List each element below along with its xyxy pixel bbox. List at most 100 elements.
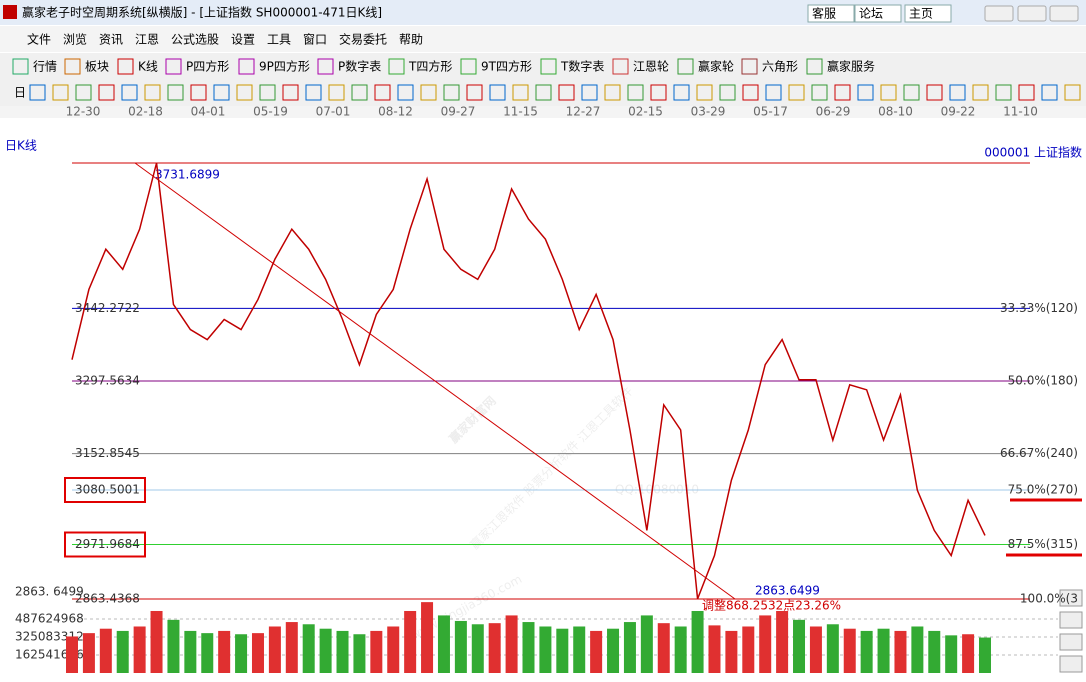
tool-icon[interactable]	[213, 84, 230, 101]
tool-icon[interactable]	[52, 84, 69, 101]
tool-icon[interactable]	[880, 84, 897, 101]
tool-icon[interactable]	[811, 84, 828, 101]
window-control[interactable]	[1049, 5, 1079, 22]
tool-icon[interactable]	[765, 84, 782, 101]
tool-icon[interactable]	[420, 84, 437, 101]
tool-icon[interactable]	[144, 84, 161, 101]
toolbar-item[interactable]: 9T四方形	[481, 59, 532, 74]
tool-icon[interactable]	[903, 84, 920, 101]
tool-icon[interactable]	[29, 84, 46, 101]
tool-icon[interactable]	[949, 84, 966, 101]
tool-icon[interactable]	[489, 84, 506, 101]
tool-icon[interactable]	[397, 84, 414, 101]
tool-icon[interactable]	[581, 84, 598, 101]
tool-icon[interactable]	[995, 84, 1012, 101]
scroll-button[interactable]	[1059, 611, 1083, 629]
toolbar-icon[interactable]	[12, 58, 29, 75]
menu-item[interactable]: 交易委托	[339, 32, 387, 47]
window-control[interactable]	[984, 5, 1014, 22]
tool-icon[interactable]	[604, 84, 621, 101]
menu-item[interactable]: 公式选股	[171, 33, 219, 47]
tool-icon[interactable]	[857, 84, 874, 101]
tool-icon[interactable]	[75, 84, 92, 101]
tool-icon[interactable]	[466, 84, 483, 101]
tool-icon[interactable]	[512, 84, 529, 101]
level-percent: 75.0%(270)	[1008, 483, 1078, 497]
tool-icon[interactable]	[696, 84, 713, 101]
window-button[interactable]	[854, 4, 902, 23]
toolbar-item[interactable]: 行情	[33, 60, 57, 74]
toolbar-icon[interactable]	[612, 58, 629, 75]
toolbar-icon[interactable]	[238, 58, 255, 75]
menu-item[interactable]: 浏览	[63, 32, 87, 47]
tool-icon[interactable]	[972, 84, 989, 101]
window-control[interactable]	[1017, 5, 1047, 22]
toolbar-icon[interactable]	[388, 58, 405, 75]
toolbar-item[interactable]: T数字表	[560, 59, 604, 74]
tool-icon[interactable]	[788, 84, 805, 101]
tool-icon[interactable]	[236, 84, 253, 101]
tool-icon[interactable]	[121, 84, 138, 101]
tool-icon[interactable]	[926, 84, 943, 101]
scroll-button[interactable]	[1059, 633, 1083, 651]
toolbar-icon[interactable]	[165, 58, 182, 75]
toolbar-item[interactable]: 9P四方形	[259, 59, 310, 74]
toolbar-item[interactable]: P四方形	[186, 59, 229, 74]
tool-icon[interactable]	[558, 84, 575, 101]
menu-item[interactable]: 文件	[27, 32, 51, 47]
window-button[interactable]	[904, 4, 952, 23]
scroll-button[interactable]	[1059, 589, 1083, 607]
toolbar-icon[interactable]	[677, 58, 694, 75]
tool-icon[interactable]	[190, 84, 207, 101]
tool-icon[interactable]	[351, 84, 368, 101]
menu-item[interactable]: 帮助	[399, 33, 423, 47]
tool-icon[interactable]	[535, 84, 552, 101]
level-value: 3080.5001	[75, 483, 140, 497]
toolbar-item[interactable]: 江恩轮	[633, 60, 669, 74]
period-select[interactable]: 日	[14, 86, 26, 100]
window-button[interactable]	[807, 4, 855, 23]
tool-icon[interactable]	[98, 84, 115, 101]
tool-icon[interactable]	[328, 84, 345, 101]
tool-icon[interactable]	[167, 84, 184, 101]
toolbar-item[interactable]: T四方形	[408, 59, 452, 74]
toolbar-icon[interactable]	[540, 58, 557, 75]
toolbar-icon[interactable]	[317, 58, 334, 75]
toolbar-item[interactable]: 六角形	[762, 60, 798, 74]
toolbar-item[interactable]: 赢家轮	[698, 59, 734, 74]
tool-icon[interactable]	[1064, 84, 1081, 101]
toolbar-icon[interactable]	[460, 58, 477, 75]
menu-item[interactable]: 江恩	[135, 33, 159, 47]
tool-icon[interactable]	[627, 84, 644, 101]
volume-bar	[522, 622, 535, 673]
tool-icon[interactable]	[305, 84, 322, 101]
tool-icon[interactable]	[1018, 84, 1035, 101]
tool-icon[interactable]	[673, 84, 690, 101]
menu-item[interactable]: 窗口	[303, 33, 327, 47]
toolbar-icon[interactable]	[64, 58, 81, 75]
tool-icon[interactable]	[834, 84, 851, 101]
tool-icon[interactable]	[282, 84, 299, 101]
menu-item[interactable]: 工具	[267, 33, 291, 47]
tool-icon[interactable]	[650, 84, 667, 101]
toolbar-icon[interactable]	[806, 58, 823, 75]
toolbar-item[interactable]: K线	[138, 60, 158, 74]
volume-bar	[657, 623, 670, 673]
tool-icon[interactable]	[742, 84, 759, 101]
toolbar-item[interactable]: P数字表	[338, 59, 381, 74]
tool-icon[interactable]	[374, 84, 391, 101]
toolbar-item[interactable]: 赢家服务	[827, 59, 875, 74]
menu-item[interactable]: 设置	[231, 33, 255, 47]
tool-icon[interactable]	[259, 84, 276, 101]
volume-bar	[962, 634, 975, 673]
toolbar-icon[interactable]	[741, 58, 758, 75]
tool-icon[interactable]	[443, 84, 460, 101]
volume-bar	[370, 630, 383, 673]
toolbar-item[interactable]: 板块	[85, 60, 109, 74]
volume-bar	[116, 630, 129, 673]
tool-icon[interactable]	[719, 84, 736, 101]
scroll-button[interactable]	[1059, 655, 1083, 673]
toolbar-icon[interactable]	[117, 58, 134, 75]
tool-icon[interactable]	[1041, 84, 1058, 101]
menu-item[interactable]: 资讯	[99, 33, 123, 47]
